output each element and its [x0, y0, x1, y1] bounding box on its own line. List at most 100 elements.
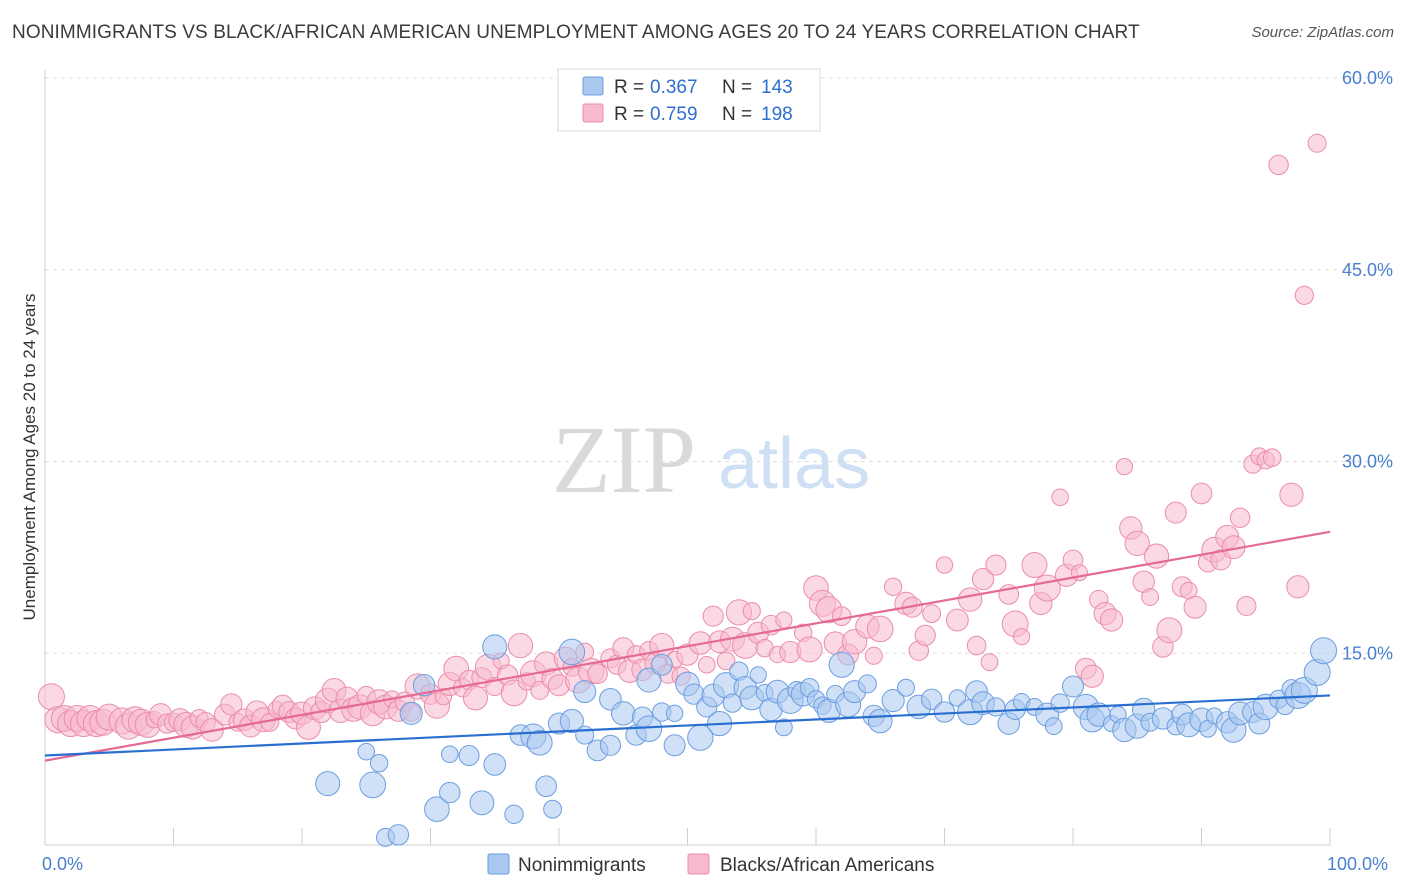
nonimmigrants-point	[357, 742, 376, 761]
x-ticks	[44, 828, 1331, 845]
chart-title: NONIMMIGRANTS VS BLACK/AFRICAN AMERICAN …	[12, 22, 1140, 43]
watermark-atlas: atlas	[718, 424, 870, 504]
legend-r-label-2: R =	[614, 104, 644, 125]
blacks-point	[462, 685, 488, 711]
legend-swatch-nonimmigrants	[582, 76, 604, 96]
blacks-point	[507, 632, 534, 659]
source-credit: Source: ZipAtlas.com	[1251, 24, 1394, 41]
blacks-point	[1183, 595, 1207, 619]
nonimmigrants-point	[665, 704, 684, 723]
blacks-point	[775, 611, 793, 629]
nonimmigrants-point	[387, 824, 410, 846]
nonimmigrants-point	[535, 775, 557, 797]
blacks-point	[796, 636, 823, 663]
nonimmigrants-point	[504, 804, 524, 825]
legend-swatch-blacks	[582, 103, 604, 123]
nonimmigrants-point	[986, 697, 1006, 717]
nonimmigrants-point	[439, 781, 461, 804]
blacks-point	[1141, 588, 1159, 606]
blacks-point	[1080, 664, 1104, 688]
nonimmigrants-point	[482, 634, 508, 660]
nonimmigrants-point	[1044, 717, 1063, 736]
blacks-point	[1286, 575, 1310, 599]
blacks-point	[1099, 608, 1124, 632]
blacks-point	[1124, 530, 1150, 557]
nonimmigrants-point	[663, 734, 686, 757]
blacks-point	[1279, 482, 1304, 507]
blacks-point	[980, 653, 999, 672]
nonimmigrants-point	[424, 796, 450, 823]
blacks-point	[985, 554, 1007, 576]
blacks-point	[922, 604, 942, 624]
x-tick-label-right: 100.0%	[1327, 854, 1388, 874]
nonimmigrants-point	[399, 701, 423, 725]
blacks-point	[971, 568, 995, 591]
blacks-point	[1262, 448, 1282, 467]
blacks-point	[702, 605, 724, 627]
blacks-point	[945, 608, 969, 632]
bottom-legend: Nonimmigrants Blacks/African Americans	[487, 853, 934, 876]
nonimmigrants-point	[440, 745, 459, 764]
trend-line-blacks	[44, 530, 1331, 762]
nonimmigrants-point	[559, 708, 584, 734]
nonimmigrants-point	[369, 753, 389, 773]
nonimmigrants-point	[636, 667, 662, 693]
x-tick-label-left: 0.0%	[42, 854, 83, 874]
blacks-point	[1268, 154, 1289, 176]
blacks-point	[742, 601, 761, 621]
nonimmigrants-point	[1050, 693, 1070, 713]
grid-lines	[45, 77, 1392, 654]
blacks-point	[1051, 488, 1069, 507]
legend-r-value-2: 0.759	[650, 104, 698, 125]
blacks-point	[1021, 552, 1048, 579]
nonimmigrants-point	[857, 674, 877, 694]
nonimmigrants-point	[315, 771, 341, 797]
blacks-point	[1190, 482, 1213, 505]
nonimmigrants-point	[881, 688, 905, 713]
nonimmigrants-point	[749, 666, 767, 684]
nonimmigrants-point	[828, 651, 855, 678]
blacks-point	[914, 624, 936, 646]
nonimmigrants-point	[412, 674, 436, 697]
nonimmigrants-point	[558, 638, 586, 666]
nonimmigrants-point	[599, 734, 622, 756]
blacks-point	[831, 606, 852, 626]
trend-line-nonimmigrants	[44, 694, 1331, 757]
legend-r-label-1: R =	[614, 77, 644, 98]
nonimmigrants-point	[896, 678, 915, 697]
blacks-point	[1115, 458, 1134, 476]
blacks-point	[935, 556, 954, 574]
legend-n-label-2: N =	[722, 104, 752, 125]
legend-r-value-1: 0.367	[650, 77, 698, 98]
blacks-point	[1307, 133, 1327, 153]
blacks-point	[1294, 285, 1314, 305]
nonimmigrants-point	[469, 790, 495, 816]
blacks-point	[883, 577, 903, 596]
legend-n-value-2: 198	[761, 104, 793, 125]
blacks-point	[1164, 501, 1187, 524]
nonimmigrants-point	[867, 708, 893, 734]
nonimmigrants-point	[920, 688, 943, 710]
y-tick-label-2: 45.0%	[1342, 260, 1393, 280]
nonimmigrants-point	[359, 771, 387, 799]
nonimmigrants-point	[948, 689, 967, 707]
legend-n-value-1: 143	[761, 77, 793, 98]
nonimmigrants-point	[483, 753, 507, 776]
blacks-point	[220, 693, 243, 716]
nonimmigrants-point	[611, 701, 636, 726]
blacks-point	[864, 646, 883, 665]
watermark-zip: ZIP	[552, 406, 696, 513]
nonimmigrants-point	[526, 729, 553, 756]
blacks-point	[587, 663, 608, 685]
bottom-legend-label-blacks: Blacks/African Americans	[720, 855, 934, 876]
nonimmigrants-point	[1062, 675, 1084, 698]
nonimmigrants-point	[573, 680, 597, 704]
legend: R = 0.367 N = 143 R = 0.759 N = 198	[557, 68, 821, 132]
bottom-legend-swatch-nonimmigrants	[487, 853, 510, 875]
blacks-point	[716, 651, 736, 671]
blacks-point	[866, 615, 894, 643]
blacks-point	[966, 635, 987, 656]
nonimmigrants-point	[1310, 637, 1338, 665]
y-tick-label-1: 30.0%	[1342, 452, 1393, 472]
